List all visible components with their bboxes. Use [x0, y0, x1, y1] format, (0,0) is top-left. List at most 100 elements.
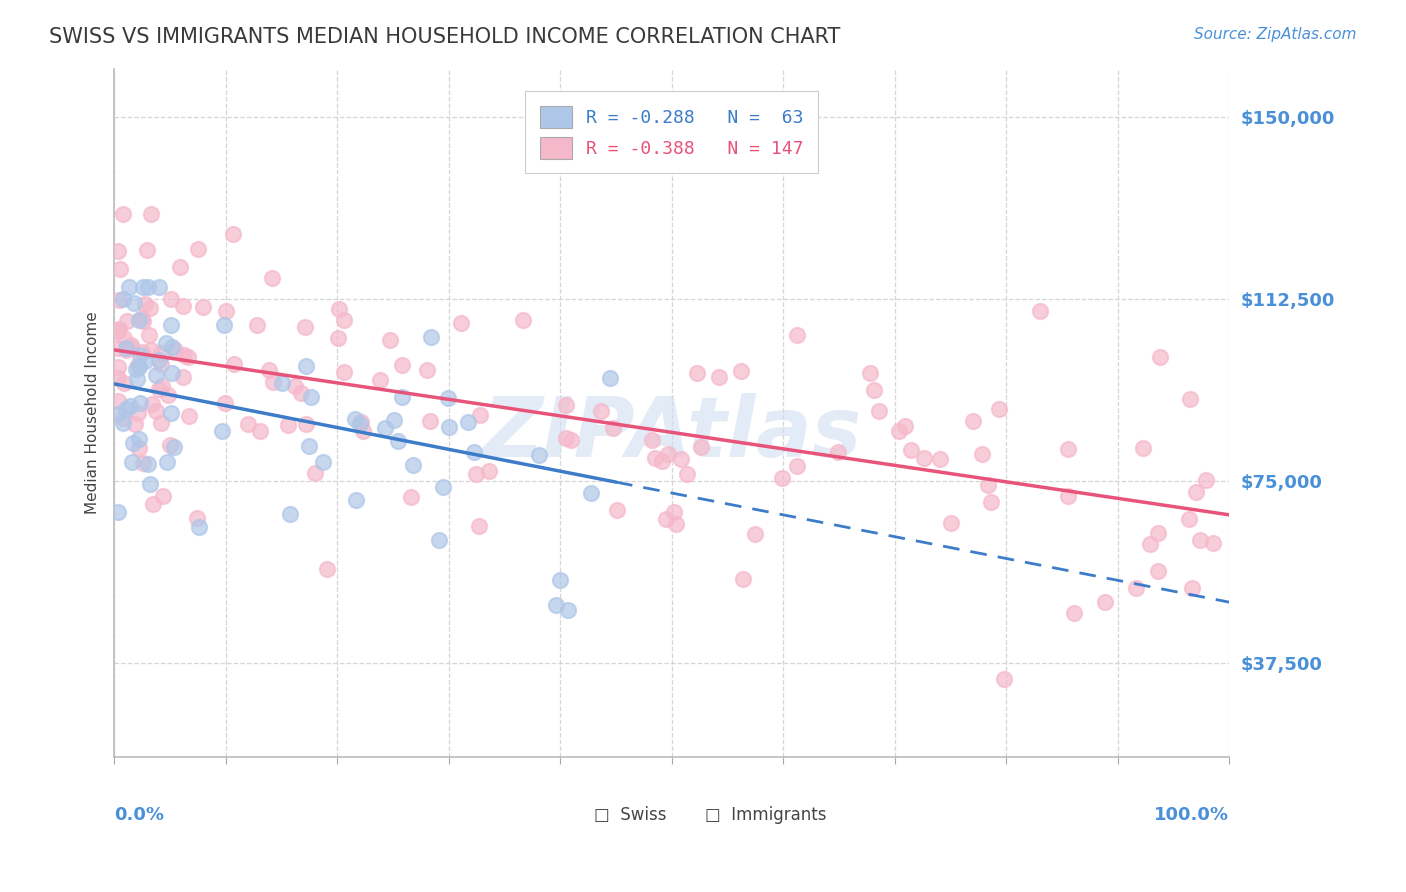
Point [127, 358, 149, 372]
Point [280, 508, 302, 522]
Point [333, 365, 356, 379]
Point [457, 415, 479, 429]
Point [1125, 582, 1147, 596]
Point [131, 345, 153, 359]
Text: Source: ZipAtlas.com: Source: ZipAtlas.com [1194, 27, 1357, 42]
Point [312, 455, 335, 469]
Point [859, 367, 882, 381]
Point [107, 244, 129, 259]
Point [744, 527, 766, 541]
Point [115, 343, 138, 357]
Point [560, 433, 582, 447]
Point [352, 424, 374, 438]
Point [391, 358, 413, 372]
Point [114, 341, 136, 355]
Point [962, 413, 984, 427]
Point [107, 505, 129, 519]
Point [437, 391, 460, 405]
Point [114, 401, 136, 416]
Point [298, 439, 321, 453]
Point [276, 417, 298, 432]
Point [132, 280, 155, 294]
Point [378, 333, 401, 347]
Point [730, 364, 752, 378]
Text: 0.0%: 0.0% [114, 805, 165, 823]
Point [1189, 533, 1212, 548]
Point [689, 440, 711, 454]
Point [463, 445, 485, 459]
Point [152, 489, 174, 503]
Point [159, 292, 181, 306]
Point [1063, 606, 1085, 620]
Point [160, 406, 183, 420]
Point [1195, 473, 1218, 487]
Point [162, 340, 184, 354]
Point [654, 512, 676, 526]
Point [121, 337, 143, 351]
Point [555, 431, 578, 445]
Point [108, 261, 131, 276]
Point [214, 395, 236, 409]
Point [122, 296, 145, 310]
Point [928, 452, 950, 467]
Point [139, 207, 162, 221]
Point [150, 416, 173, 430]
Point [900, 443, 922, 458]
Point [970, 447, 993, 461]
Point [437, 419, 460, 434]
Point [107, 360, 129, 375]
Point [156, 388, 179, 402]
Point [112, 376, 135, 390]
Point [187, 242, 209, 256]
Point [290, 385, 312, 400]
Text: □  Swiss: □ Swiss [593, 805, 666, 823]
Point [172, 300, 194, 314]
Point [169, 260, 191, 274]
Point [939, 516, 962, 530]
Point [675, 467, 697, 481]
Point [315, 562, 337, 576]
Point [128, 313, 150, 327]
Point [980, 495, 1002, 509]
Point [1094, 595, 1116, 609]
Point [148, 353, 170, 368]
Point [246, 318, 269, 332]
Point [125, 371, 148, 385]
Point [128, 441, 150, 455]
Point [139, 343, 162, 357]
Point [468, 519, 491, 533]
Point [887, 424, 910, 438]
Point [333, 313, 356, 327]
Point [134, 297, 156, 311]
Point [591, 403, 613, 417]
Point [349, 417, 371, 431]
Point [212, 318, 235, 333]
Point [128, 359, 150, 374]
Point [416, 363, 439, 377]
Legend: R = -0.288   N =  63, R = -0.388   N = 147: R = -0.288 N = 63, R = -0.388 N = 147 [524, 91, 818, 173]
Point [107, 370, 129, 384]
Point [550, 574, 572, 588]
Point [148, 382, 170, 396]
Point [259, 363, 281, 377]
Point [191, 300, 214, 314]
Point [160, 366, 183, 380]
Point [894, 419, 917, 434]
Point [427, 533, 450, 547]
Point [368, 373, 391, 387]
Point [707, 370, 730, 384]
Point [555, 398, 578, 412]
Point [221, 227, 243, 241]
Point [863, 384, 886, 398]
Point [136, 280, 159, 294]
Point [107, 324, 129, 338]
Point [786, 327, 808, 342]
Point [641, 433, 664, 447]
Point [827, 445, 849, 459]
Point [328, 302, 350, 317]
Point [148, 280, 170, 294]
Point [1149, 350, 1171, 364]
Point [149, 346, 172, 360]
Point [159, 438, 181, 452]
Point [136, 457, 159, 471]
